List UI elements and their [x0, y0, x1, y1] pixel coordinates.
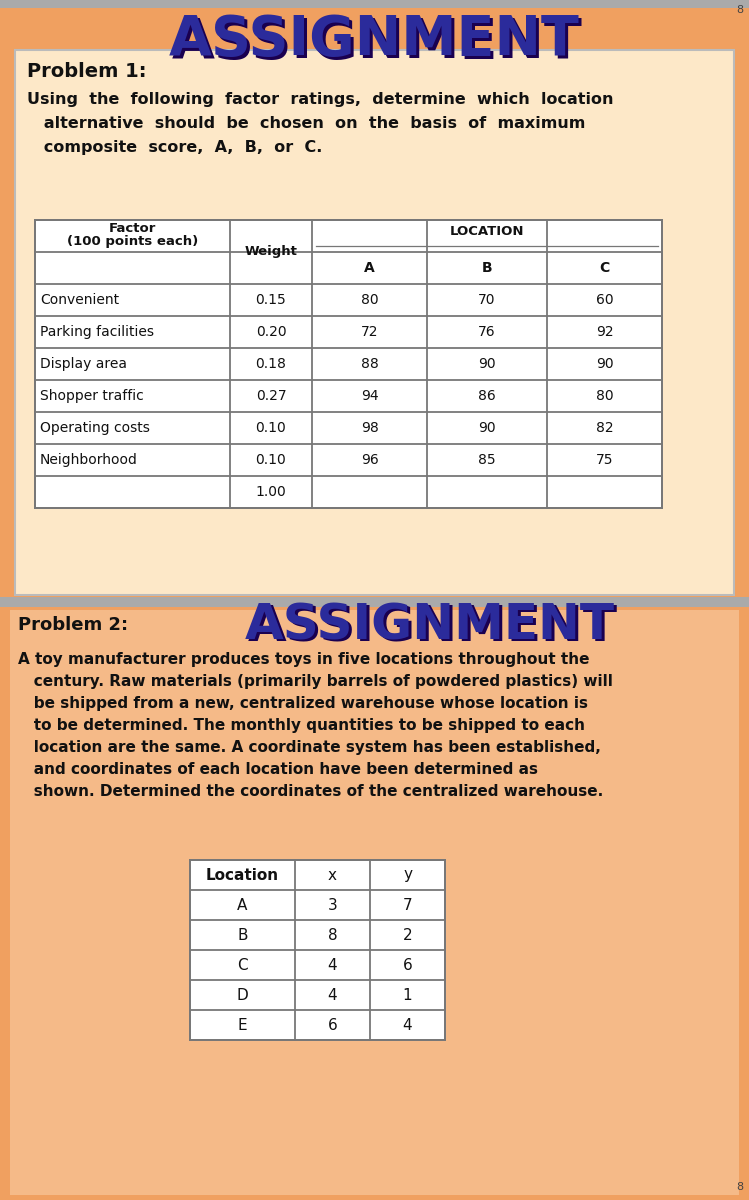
Text: 94: 94 [361, 389, 378, 403]
Text: (100 points each): (100 points each) [67, 235, 198, 248]
Text: 4: 4 [328, 988, 337, 1002]
Text: Problem 1:: Problem 1: [27, 62, 147, 80]
Text: 2: 2 [403, 928, 412, 942]
Bar [190, 860, 445, 1040]
Text: 7: 7 [403, 898, 412, 912]
Text: 60: 60 [595, 293, 613, 307]
Text: 0.27: 0.27 [255, 389, 286, 403]
Text: C: C [237, 958, 248, 972]
Text: D: D [237, 988, 249, 1002]
Bar [0, 602, 749, 1200]
Text: 88: 88 [360, 358, 378, 371]
Text: location are the same. A coordinate system has been established,: location are the same. A coordinate syst… [18, 740, 601, 755]
Text: to be determined. The monthly quantities to be shipped to each: to be determined. The monthly quantities… [18, 718, 585, 733]
Text: 0.10: 0.10 [255, 421, 286, 434]
Bar [10, 610, 739, 1195]
Bar [0, 0, 749, 600]
Text: 86: 86 [478, 389, 496, 403]
Text: 75: 75 [595, 452, 613, 467]
Text: y: y [403, 868, 412, 882]
Text: Using  the  following  factor  ratings,  determine  which  location: Using the following factor ratings, dete… [27, 92, 613, 107]
Text: B: B [237, 928, 248, 942]
Text: Convenient: Convenient [40, 293, 119, 307]
Text: 8: 8 [736, 5, 743, 14]
Text: 1.00: 1.00 [255, 485, 286, 499]
Text: ASSIGNMENT: ASSIGNMENT [169, 13, 580, 67]
Text: Factor: Factor [109, 222, 157, 234]
Text: 70: 70 [479, 293, 496, 307]
Text: E: E [237, 1018, 247, 1032]
Text: 96: 96 [360, 452, 378, 467]
Text: ASSIGNMENT: ASSIGNMENT [172, 16, 583, 70]
Text: 90: 90 [478, 358, 496, 371]
Text: 80: 80 [361, 293, 378, 307]
Text: composite  score,  A,  B,  or  C.: composite score, A, B, or C. [27, 140, 322, 155]
Text: 90: 90 [595, 358, 613, 371]
Text: 0.15: 0.15 [255, 293, 286, 307]
Text: Shopper traffic: Shopper traffic [40, 389, 144, 403]
Text: 0.10: 0.10 [255, 452, 286, 467]
Text: 0.18: 0.18 [255, 358, 286, 371]
Text: LOCATION: LOCATION [449, 224, 524, 238]
Bar [0, 596, 749, 607]
Text: 72: 72 [361, 325, 378, 338]
Text: shown. Determined the coordinates of the centralized warehouse.: shown. Determined the coordinates of the… [18, 784, 603, 799]
Text: be shipped from a new, centralized warehouse whose location is: be shipped from a new, centralized wareh… [18, 696, 588, 710]
Text: Parking facilities: Parking facilities [40, 325, 154, 338]
Text: ASSIGNMENT: ASSIGNMENT [245, 601, 615, 649]
Text: 80: 80 [595, 389, 613, 403]
Bar [35, 220, 662, 508]
Text: A: A [237, 898, 248, 912]
Text: 98: 98 [360, 421, 378, 434]
Bar [15, 50, 734, 595]
Text: x: x [328, 868, 337, 882]
Text: 85: 85 [478, 452, 496, 467]
Text: Display area: Display area [40, 358, 127, 371]
Text: 76: 76 [478, 325, 496, 338]
Text: 1: 1 [403, 988, 412, 1002]
Text: Problem 2:: Problem 2: [18, 616, 128, 634]
Text: C: C [599, 260, 610, 275]
Text: Location: Location [206, 868, 279, 882]
Text: ASSIGNMENT: ASSIGNMENT [248, 604, 618, 652]
Text: 4: 4 [403, 1018, 412, 1032]
Text: A toy manufacturer produces toys in five locations throughout the: A toy manufacturer produces toys in five… [18, 652, 589, 667]
Text: A: A [364, 260, 375, 275]
Text: 82: 82 [595, 421, 613, 434]
Text: 92: 92 [595, 325, 613, 338]
Text: B: B [482, 260, 492, 275]
Text: 8: 8 [736, 1182, 743, 1192]
Text: 3: 3 [327, 898, 337, 912]
Text: 0.20: 0.20 [255, 325, 286, 338]
Bar [0, 0, 749, 8]
Text: 90: 90 [478, 421, 496, 434]
Text: 8: 8 [328, 928, 337, 942]
Text: Neighborhood: Neighborhood [40, 452, 138, 467]
Text: Operating costs: Operating costs [40, 421, 150, 434]
Text: 4: 4 [328, 958, 337, 972]
Text: 6: 6 [327, 1018, 337, 1032]
Text: 6: 6 [403, 958, 413, 972]
Text: and coordinates of each location have been determined as: and coordinates of each location have be… [18, 762, 538, 778]
Text: alternative  should  be  chosen  on  the  basis  of  maximum: alternative should be chosen on the basi… [27, 116, 586, 131]
Text: century. Raw materials (primarily barrels of powdered plastics) will: century. Raw materials (primarily barrel… [18, 674, 613, 689]
Text: Weight: Weight [245, 246, 297, 258]
